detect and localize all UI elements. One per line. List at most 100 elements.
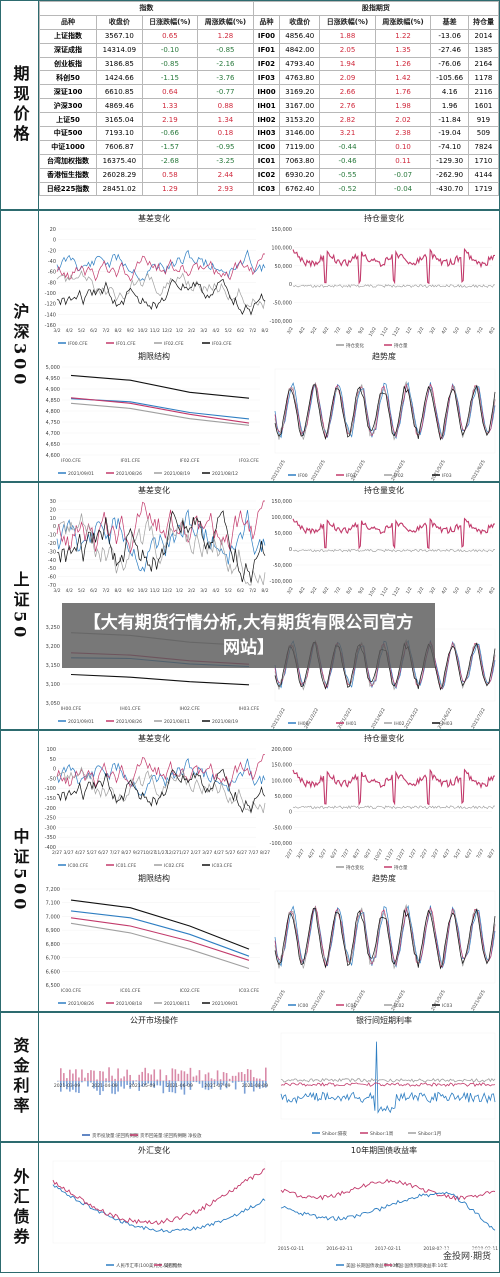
legend-label: 2021/09/01 bbox=[68, 719, 94, 725]
x-tick-label: 3/27 bbox=[202, 850, 212, 856]
y-tick-label: 4,950 bbox=[46, 376, 60, 382]
table-cell: -2.68 bbox=[142, 154, 198, 168]
x-tick-label: IC02.CFE bbox=[180, 988, 200, 994]
omo-bar-injection bbox=[117, 1068, 119, 1081]
x-tick-label: 2/27 bbox=[191, 850, 201, 856]
x-tick-label: 8/2 bbox=[261, 328, 268, 334]
omo-bar-withdrawal bbox=[196, 1081, 198, 1082]
x-tick-label: 3/2 bbox=[53, 328, 60, 334]
y-tick-label: -50,000 bbox=[273, 563, 292, 569]
x-tick-label: 8/2 bbox=[261, 588, 268, 594]
table-cell: 2164 bbox=[468, 57, 498, 71]
open-interest-change-line bbox=[293, 549, 495, 551]
table-cell: 1.96 bbox=[431, 99, 469, 113]
table-cell: IH00 bbox=[253, 85, 280, 99]
x-tick-label: 5/2 bbox=[452, 586, 461, 595]
x-tick-label: 2021-03-09 bbox=[54, 1083, 80, 1089]
x-tick-label: 4/2 bbox=[298, 326, 307, 335]
x-tick-label: IH00.CFE bbox=[61, 706, 82, 712]
table-cell: 2014 bbox=[468, 29, 498, 43]
legend-label: 净投放 bbox=[188, 1132, 202, 1139]
x-tick-label: 4/2 bbox=[298, 586, 307, 595]
omo-bar-injection bbox=[166, 1075, 168, 1081]
y-tick-label: 100,000 bbox=[271, 515, 292, 521]
table-cell: 3169.20 bbox=[280, 85, 320, 99]
legend-label: 2021/09/01 bbox=[68, 471, 94, 477]
legend-label: IH00 bbox=[298, 721, 309, 727]
omo-bar-injection bbox=[259, 1079, 261, 1081]
table-cell: 1.28 bbox=[198, 29, 254, 43]
table-cell: -0.04 bbox=[375, 182, 431, 196]
plot-area bbox=[281, 1033, 495, 1119]
x-tick-label: 2021/1/25 bbox=[270, 459, 287, 481]
y-tick-label: -100,000 bbox=[270, 841, 292, 847]
x-tick-label: 6/2 bbox=[237, 328, 244, 334]
x-tick-label: 4/27 bbox=[307, 848, 317, 860]
price-section: 期现价格 指数 股指期货 品种收盘价日涨跌幅(%)周涨跌幅(%)品种收盘价日涨跌… bbox=[0, 0, 500, 210]
omo-bar-withdrawal bbox=[57, 1081, 59, 1082]
y-tick-label: 0 bbox=[53, 238, 56, 244]
table-cell: 2.19 bbox=[142, 113, 198, 127]
article-title-banner[interactable]: 【大有期货行情分析,大有期货有限公司官方网站】 bbox=[62, 603, 435, 668]
table-cell: 深证100 bbox=[40, 85, 97, 99]
open-interest-line bbox=[293, 770, 495, 805]
term-structure-line bbox=[71, 398, 249, 423]
table-group-row: 指数 股指期货 bbox=[40, 2, 499, 16]
y-tick-label: 4,750 bbox=[46, 420, 60, 426]
x-tick-label: 5/2 bbox=[225, 328, 232, 334]
omo-bar-injection bbox=[123, 1076, 125, 1081]
omo-bar-withdrawal bbox=[199, 1081, 201, 1084]
x-tick-label: 4/27 bbox=[75, 850, 85, 856]
x-tick-label: 2021/2/25 bbox=[310, 989, 327, 1011]
table-cell: 2.09 bbox=[320, 71, 376, 85]
column-header: 周涨跌幅(%) bbox=[375, 15, 431, 29]
x-tick-label: 7/2 bbox=[249, 588, 256, 594]
y-tick-label: -20 bbox=[48, 248, 56, 254]
column-header: 日涨跌幅(%) bbox=[320, 15, 376, 29]
table-cell: 1.42 bbox=[375, 71, 431, 85]
omo-bar-withdrawal bbox=[232, 1081, 234, 1083]
table-cell: 2.82 bbox=[320, 113, 376, 127]
omo-bar-withdrawal bbox=[126, 1081, 128, 1085]
table-cell: IH03 bbox=[253, 127, 280, 141]
x-tick-label: 8/27 bbox=[352, 848, 362, 860]
omo-bar-injection bbox=[205, 1074, 207, 1081]
omo-bar-withdrawal bbox=[90, 1081, 92, 1082]
x-tick-label: 1/2 bbox=[405, 586, 414, 595]
article-title[interactable]: 【大有期货行情分析,大有期货有限公司官方网站】 bbox=[76, 611, 421, 661]
shibor-line bbox=[281, 1083, 495, 1086]
x-tick-label: 12/2 bbox=[391, 586, 401, 598]
y-tick-label: 4,800 bbox=[46, 409, 60, 415]
table-cell: -262.90 bbox=[431, 168, 469, 182]
y-tick-label: 30 bbox=[50, 499, 56, 505]
column-header: 收盘价 bbox=[280, 15, 320, 29]
omo-bar-injection bbox=[75, 1069, 77, 1081]
table-cell: 1.76 bbox=[375, 85, 431, 99]
omo-bar-injection bbox=[244, 1074, 246, 1081]
legend-label: IC03 bbox=[442, 1003, 452, 1009]
x-tick-label: 12/27 bbox=[395, 848, 407, 862]
x-tick-label: 8/2 bbox=[488, 586, 497, 595]
omo-bar-injection bbox=[138, 1075, 140, 1081]
omo-bar-withdrawal bbox=[235, 1081, 237, 1089]
table-cell: 3567.10 bbox=[97, 29, 143, 43]
section-label-zz500: 中证500 bbox=[1, 731, 39, 1011]
x-tick-label: 8/2 bbox=[115, 588, 122, 594]
table-cell: 6762.40 bbox=[280, 182, 320, 196]
chart-title: 期限结构 bbox=[138, 351, 170, 361]
y-tick-label: 50,000 bbox=[275, 794, 293, 800]
table-cell: IF00 bbox=[253, 29, 280, 43]
table-cell: 2.76 bbox=[320, 99, 376, 113]
legend-label: IF03.CFE bbox=[212, 341, 232, 347]
y-tick-label: 4,700 bbox=[46, 431, 60, 437]
y-tick-label: -30 bbox=[48, 549, 56, 555]
table-cell: 26028.29 bbox=[97, 168, 143, 182]
x-tick-label: 6/2 bbox=[90, 328, 97, 334]
x-tick-label: 2016-02-11 bbox=[326, 1246, 352, 1252]
x-tick-label: 2021-05-09 bbox=[129, 1083, 155, 1089]
omo-bar-injection bbox=[217, 1070, 219, 1081]
shibor-line bbox=[281, 1042, 495, 1113]
